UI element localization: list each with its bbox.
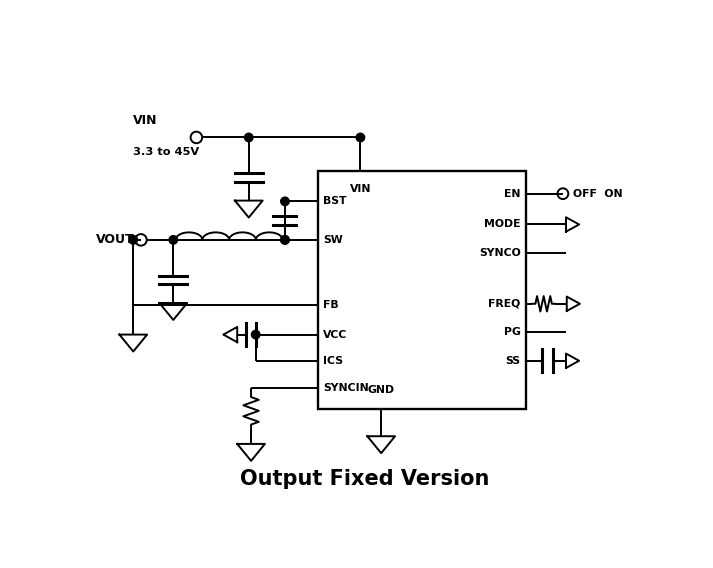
Circle shape bbox=[281, 197, 289, 206]
Text: GND: GND bbox=[368, 386, 395, 395]
Text: SYNCIN: SYNCIN bbox=[324, 383, 369, 392]
Text: VCC: VCC bbox=[324, 329, 348, 340]
Text: VIN: VIN bbox=[349, 185, 371, 194]
Circle shape bbox=[252, 331, 260, 339]
Circle shape bbox=[129, 236, 138, 244]
Text: FB: FB bbox=[324, 300, 339, 310]
Circle shape bbox=[245, 133, 253, 141]
Text: SYNCO: SYNCO bbox=[479, 248, 520, 258]
Text: BST: BST bbox=[324, 197, 347, 206]
Text: VIN: VIN bbox=[133, 114, 158, 127]
Circle shape bbox=[356, 133, 364, 141]
Text: 3.3 to 45V: 3.3 to 45V bbox=[133, 148, 200, 157]
Circle shape bbox=[281, 236, 289, 244]
Text: OFF  ON: OFF ON bbox=[573, 189, 622, 199]
Text: PG: PG bbox=[503, 327, 520, 337]
Text: EN: EN bbox=[504, 189, 520, 199]
Text: ICS: ICS bbox=[324, 356, 344, 366]
Text: FREQ: FREQ bbox=[488, 299, 520, 309]
Text: SW: SW bbox=[324, 235, 343, 245]
Bar bbox=[318, 170, 526, 410]
Text: Output Fixed Version: Output Fixed Version bbox=[240, 469, 490, 488]
Circle shape bbox=[169, 236, 178, 244]
Text: VOUT: VOUT bbox=[96, 233, 135, 247]
Text: SS: SS bbox=[506, 356, 520, 366]
Text: MODE: MODE bbox=[484, 219, 520, 229]
Circle shape bbox=[281, 236, 289, 244]
